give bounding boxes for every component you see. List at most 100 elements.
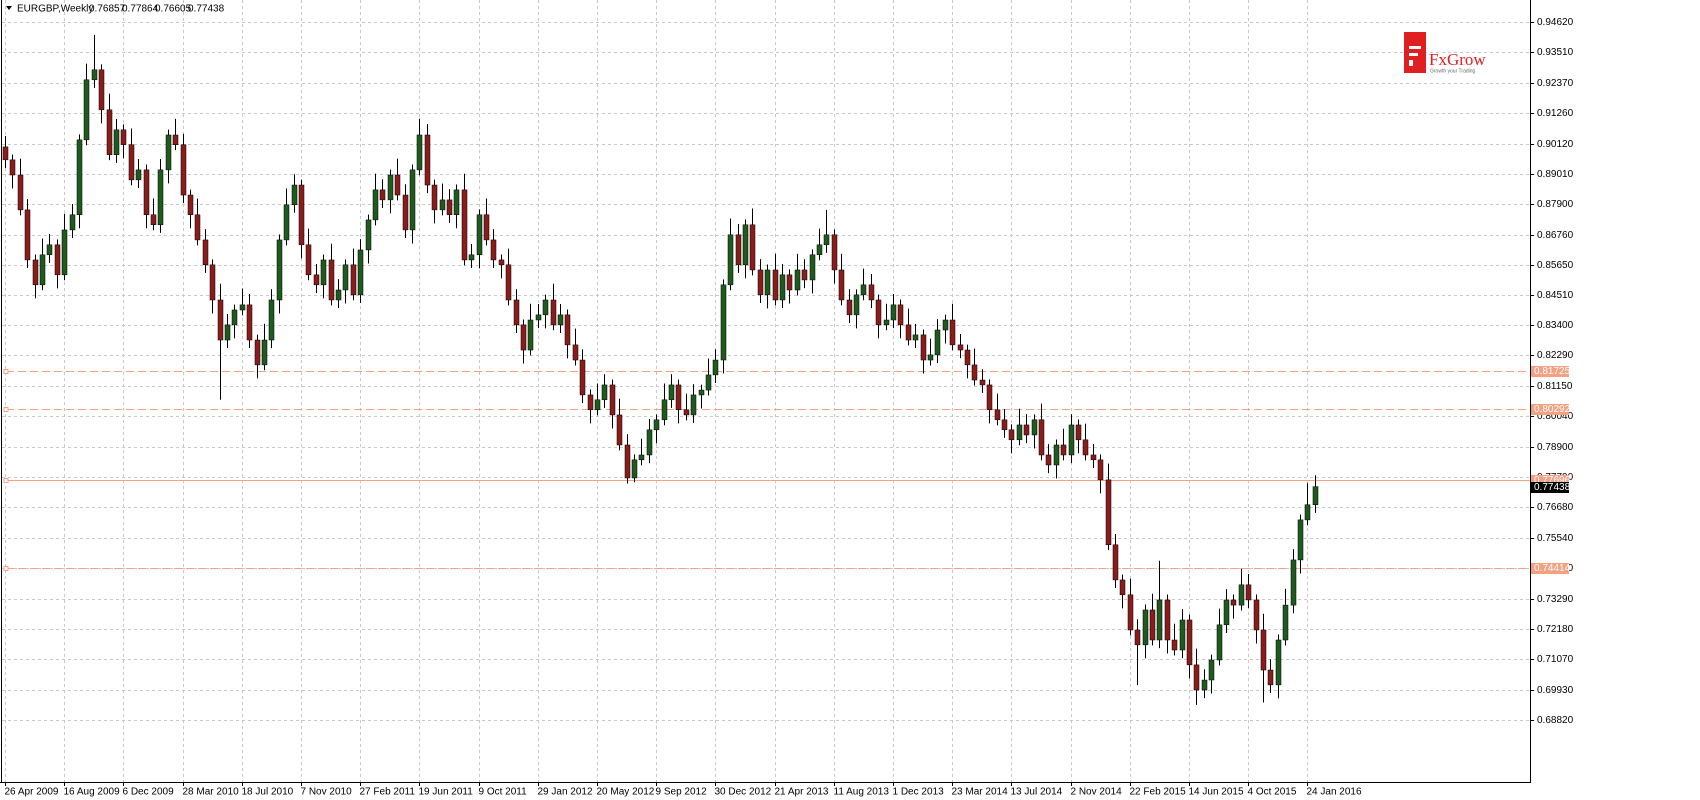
candle-body [17, 174, 24, 211]
candle-body [897, 304, 904, 326]
x-tick-label: 7 Nov 2010 [301, 787, 353, 798]
x-tick-label: 1 Dec 2013 [893, 787, 945, 798]
menu-arrow[interactable] [6, 6, 12, 10]
candle-body [675, 384, 682, 411]
candle-body [1230, 599, 1237, 606]
chart-symbol: EURGBP,Weekly [17, 4, 93, 15]
candle-body [853, 294, 860, 316]
candle-body [986, 384, 993, 411]
y-tick-label: 0.71070 [1537, 654, 1574, 665]
y-tick-label: 0.76680 [1537, 502, 1574, 513]
last-price-bg [1531, 482, 1569, 493]
candles [2, 34, 1319, 705]
candle-body [1045, 454, 1052, 466]
level-label-bg [1531, 404, 1569, 415]
candle-body [431, 184, 438, 211]
candle-body [816, 244, 823, 256]
x-tick-label: 30 Dec 2012 [715, 787, 772, 798]
candle-body [587, 394, 594, 411]
candle-body [320, 259, 327, 286]
candle-body [809, 254, 816, 281]
candle-body [1031, 419, 1038, 436]
candle-body [291, 184, 298, 206]
candle-body [1090, 454, 1097, 461]
candle-body [712, 359, 719, 376]
candle-body [890, 304, 897, 321]
candle-body [135, 169, 142, 181]
level-anchor [3, 566, 9, 571]
candle-body [98, 69, 105, 111]
y-tick-label: 0.90120 [1537, 139, 1574, 150]
candle-body [875, 299, 882, 326]
candle-body [1156, 599, 1163, 641]
level-label: 0.81725 [1534, 366, 1571, 377]
candle-body [557, 314, 564, 326]
candle-body [194, 214, 201, 241]
low-value: 0.76605 [155, 4, 192, 15]
candle-body [1186, 619, 1193, 666]
last-price-label: 0.77438 [1534, 482, 1571, 493]
candle-body [579, 359, 586, 396]
candle-body [165, 134, 172, 171]
candle-body [823, 234, 830, 246]
x-tick-label: 22 Feb 2015 [1130, 787, 1187, 798]
x-tick-label: 19 Jun 2011 [419, 787, 474, 798]
candle-body [572, 344, 579, 361]
y-tick-label: 0.73290 [1537, 594, 1574, 605]
x-tick-label: 9 Sep 2012 [656, 787, 708, 798]
candle-body [1223, 599, 1230, 626]
candle-body [860, 284, 867, 296]
candle-body [513, 299, 520, 326]
candle-body [535, 314, 542, 321]
level-anchor [3, 407, 9, 412]
high-value: 0.77864 [122, 4, 159, 15]
candle-body [387, 174, 394, 201]
header-values: 0.76857 0.77864 0.76605 0.77438 [89, 4, 225, 15]
candle-body [912, 334, 919, 341]
candle-body [683, 409, 690, 416]
candle-body [757, 269, 764, 296]
candle-body [1038, 419, 1045, 456]
candle-body [150, 214, 157, 226]
candle-body [1097, 459, 1104, 481]
candle-body [76, 139, 83, 216]
candle-body [91, 69, 98, 81]
candle-body [690, 394, 697, 416]
candle-body [661, 399, 668, 421]
level-label: 0.74414 [1534, 563, 1571, 574]
x-tick-label: 26 Apr 2009 [5, 787, 59, 798]
candle-body [254, 339, 261, 366]
candle-body [705, 374, 712, 391]
candle-body [564, 314, 571, 346]
logo-stripe [1409, 46, 1421, 49]
candle-body [268, 299, 275, 341]
candle-body [335, 289, 342, 301]
candle-body [439, 199, 446, 211]
y-tick-label: 0.89010 [1537, 169, 1574, 180]
candle-body [920, 334, 927, 361]
candle-body [527, 319, 534, 351]
candle-body [1304, 504, 1311, 521]
candle-body [24, 209, 31, 261]
candle-body [246, 304, 253, 341]
candle-body [1060, 444, 1067, 456]
candle-body [1171, 639, 1178, 651]
candle-body [764, 269, 771, 296]
x-tick-label: 28 Mar 2010 [183, 787, 240, 798]
candle-body [180, 144, 187, 196]
candle-body [957, 344, 964, 351]
candle-body [838, 269, 845, 301]
candle-body [550, 299, 557, 326]
level-anchor [3, 369, 9, 374]
candle-body [1201, 679, 1208, 691]
candle-body [1053, 444, 1060, 466]
candle-body [39, 254, 46, 286]
candle-body [831, 234, 838, 271]
x-tick-label: 4 Oct 2015 [1248, 787, 1297, 798]
close-value: 0.77438 [188, 4, 225, 15]
candle-body [402, 194, 409, 231]
y-tick-label: 0.83400 [1537, 320, 1574, 331]
candle-body [83, 79, 90, 141]
candle-body [727, 234, 734, 286]
